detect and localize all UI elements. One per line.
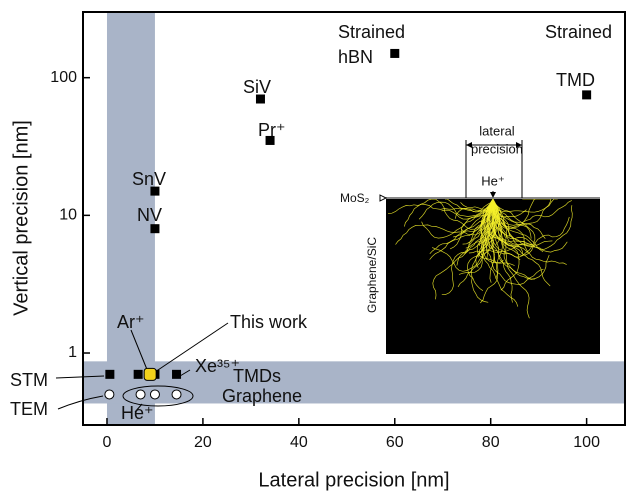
- annotation: Strained: [338, 22, 405, 42]
- annotation: Ar⁺: [117, 312, 145, 332]
- point: [149, 389, 160, 400]
- ion-trajectory: [492, 198, 573, 250]
- annotation: STM: [10, 370, 48, 390]
- ion-trajectory: [492, 198, 544, 253]
- point: [135, 389, 146, 400]
- ion-trajectory: [492, 198, 536, 280]
- point: [150, 186, 160, 196]
- ion-trajectory: [395, 198, 495, 245]
- annotation: NV: [137, 205, 162, 225]
- leader-line: [179, 369, 191, 377]
- annotation: Graphene: [222, 386, 302, 406]
- x-tick-label: 0: [103, 434, 112, 451]
- annotation: Xe³⁵⁺: [195, 356, 240, 376]
- annotation: TEM: [10, 399, 48, 419]
- point: [582, 90, 592, 100]
- point: [255, 94, 265, 104]
- arrow-head: [379, 194, 388, 202]
- ion-trajectory: [457, 199, 494, 288]
- ion-trajectory: [418, 198, 494, 220]
- ion-trajectory: [491, 198, 532, 239]
- shaded-band: [106, 12, 155, 425]
- annotation: hBN: [338, 47, 373, 67]
- point: [171, 389, 182, 400]
- annotation: He⁺: [121, 403, 154, 423]
- point: [104, 389, 115, 400]
- ion-trajectory: [492, 198, 572, 223]
- ion-trajectory: [453, 198, 494, 238]
- inset-label: MoS₂: [340, 191, 370, 205]
- inset-label: He⁺: [481, 173, 504, 188]
- inset: lateral precision He⁺ MoS₂ Graphene/SiC: [340, 123, 600, 354]
- point: [143, 367, 157, 381]
- point: [105, 369, 115, 379]
- leader-line: [130, 329, 149, 373]
- y-tick-label: 100: [50, 69, 77, 86]
- arrow-head: [466, 142, 522, 198]
- x-tick-label: 60: [386, 434, 404, 451]
- ion-trajectory: [492, 198, 558, 226]
- x-tick-label: 20: [194, 434, 212, 451]
- leader-line: [134, 403, 143, 413]
- ion-trajectory: [441, 198, 494, 220]
- x-axis-label: Lateral precision [nm]: [258, 469, 449, 491]
- ion-trajectory: [468, 198, 536, 258]
- ion-trajectory: [491, 198, 570, 256]
- annotation: TMDs: [233, 366, 281, 386]
- x-tick-label: 40: [290, 434, 308, 451]
- leader-line: [55, 375, 105, 379]
- x-tick-label: 100: [573, 434, 600, 451]
- annotation: Pr⁺: [258, 120, 286, 140]
- annotation: Strained: [545, 22, 612, 42]
- ion-trajectory: [429, 198, 494, 254]
- annotation: TMD: [556, 70, 595, 90]
- ion-trajectory: [432, 198, 494, 300]
- inset-label: precision: [471, 141, 523, 156]
- plot-frame: [82, 11, 626, 426]
- inset-label: Graphene/SiC: [365, 237, 379, 313]
- point: [265, 135, 275, 145]
- annotation: This work: [230, 312, 308, 332]
- leader-line: [57, 395, 104, 410]
- point: [133, 369, 143, 379]
- ion-trajectory: [449, 198, 494, 250]
- shaded-band: [83, 361, 625, 404]
- y-tick-label: 1: [68, 344, 77, 361]
- ion-trajectory: [486, 198, 532, 252]
- y-axis-label: Vertical precision [nm]: [10, 120, 32, 316]
- ion-trajectory: [454, 198, 494, 219]
- point: [390, 48, 400, 58]
- leader-line: [154, 322, 229, 373]
- x-tick-label: 80: [482, 434, 500, 451]
- point: [150, 224, 160, 234]
- y-tick-label: 10: [59, 207, 77, 224]
- annotation: SiV: [243, 77, 271, 97]
- annotation: SnV: [132, 169, 166, 189]
- inset-label: lateral: [479, 123, 515, 138]
- ion-trajectory: [492, 198, 526, 242]
- group-outline: [122, 385, 194, 407]
- ion-trajectory: [486, 198, 551, 287]
- ion-trajectory: [463, 198, 495, 255]
- point: [172, 369, 182, 379]
- ion-trajectory: [387, 198, 494, 215]
- ion-trajectory: [404, 198, 494, 230]
